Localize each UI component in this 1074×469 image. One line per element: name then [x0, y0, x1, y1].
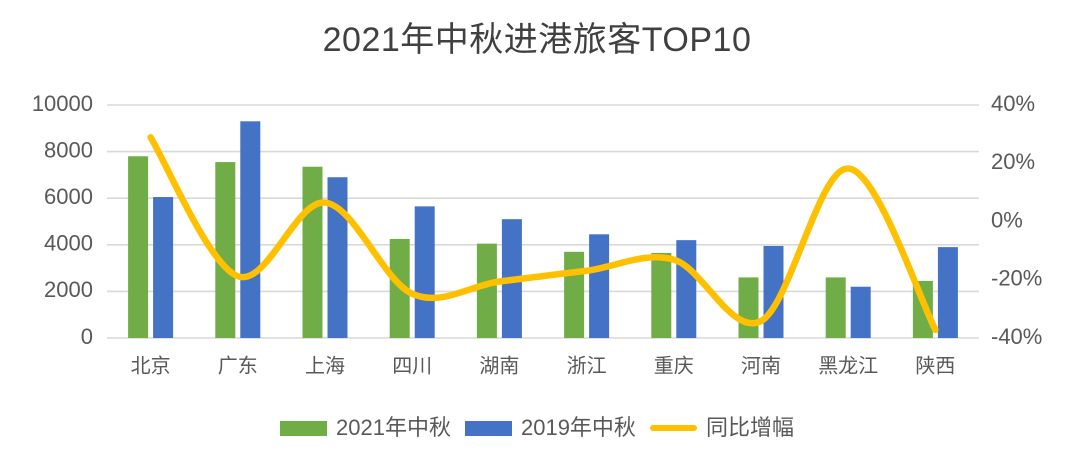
bar-2019年中秋-上海	[327, 177, 348, 338]
legend: 2021年中秋 2019年中秋 同比增幅	[0, 413, 1074, 443]
left-axis-tick: 10000	[32, 91, 93, 116]
right-axis-tick: -40%	[991, 324, 1042, 349]
legend-swatch-2019	[464, 420, 512, 436]
legend-line-growth-icon	[649, 425, 697, 431]
left-axis-tick: 4000	[44, 231, 93, 256]
right-axis-tick: 0%	[991, 207, 1023, 232]
bar-2019年中秋-浙江	[589, 234, 610, 338]
x-axis-label: 陕西	[915, 354, 955, 377]
x-axis-label: 北京	[131, 354, 171, 377]
legend-item-2021: 2021年中秋	[280, 413, 451, 443]
right-axis-tick: 40%	[991, 91, 1035, 116]
bar-2021年中秋-重庆	[651, 252, 672, 338]
bar-2021年中秋-浙江	[564, 251, 585, 338]
legend-swatch-2021	[280, 420, 328, 436]
x-axis-label: 重庆	[654, 354, 694, 377]
right-axis-tick: -20%	[991, 266, 1042, 291]
bar-2021年中秋-河南	[738, 277, 759, 338]
left-axis-tick: 8000	[44, 137, 93, 162]
bar-2021年中秋-广东	[215, 162, 236, 338]
bar-2021年中秋-上海	[302, 166, 323, 338]
growth-line	[147, 134, 939, 334]
left-axis-tick: 6000	[44, 184, 93, 209]
x-axis-label: 四川	[392, 355, 432, 377]
left-axis-tick: 2000	[44, 277, 93, 302]
legend-item-growth: 同比增幅	[649, 413, 794, 443]
bar-2019年中秋-重庆	[676, 240, 697, 338]
legend-label-2019: 2019年中秋	[520, 415, 636, 440]
bar-2021年中秋-北京	[128, 156, 149, 338]
bar-2019年中秋-黑龙江	[850, 286, 871, 338]
right-axis-tick: 20%	[991, 149, 1035, 174]
chart-title: 2021年中秋进港旅客TOP10	[322, 21, 752, 59]
x-axis-label: 上海	[305, 354, 345, 377]
x-axis-label: 浙江	[567, 354, 607, 377]
bar-2019年中秋-广东	[240, 121, 261, 338]
legend-item-2019: 2019年中秋	[464, 413, 636, 443]
bar-2021年中秋-湖南	[476, 243, 497, 338]
x-axis-label: 广东	[218, 354, 258, 377]
legend-label-growth: 同比增幅	[705, 415, 794, 440]
bar-2019年中秋-陕西	[937, 247, 958, 338]
x-axis-label: 湖南	[479, 354, 519, 377]
x-axis-label: 河南	[741, 354, 781, 377]
bar-2019年中秋-北京	[153, 197, 174, 338]
bar-2019年中秋-四川	[414, 206, 435, 338]
left-axis-tick: 0	[81, 324, 93, 349]
x-axis-label: 黑龙江	[818, 354, 878, 377]
legend-label-2021: 2021年中秋	[336, 415, 451, 440]
bar-2021年中秋-黑龙江	[825, 277, 846, 338]
